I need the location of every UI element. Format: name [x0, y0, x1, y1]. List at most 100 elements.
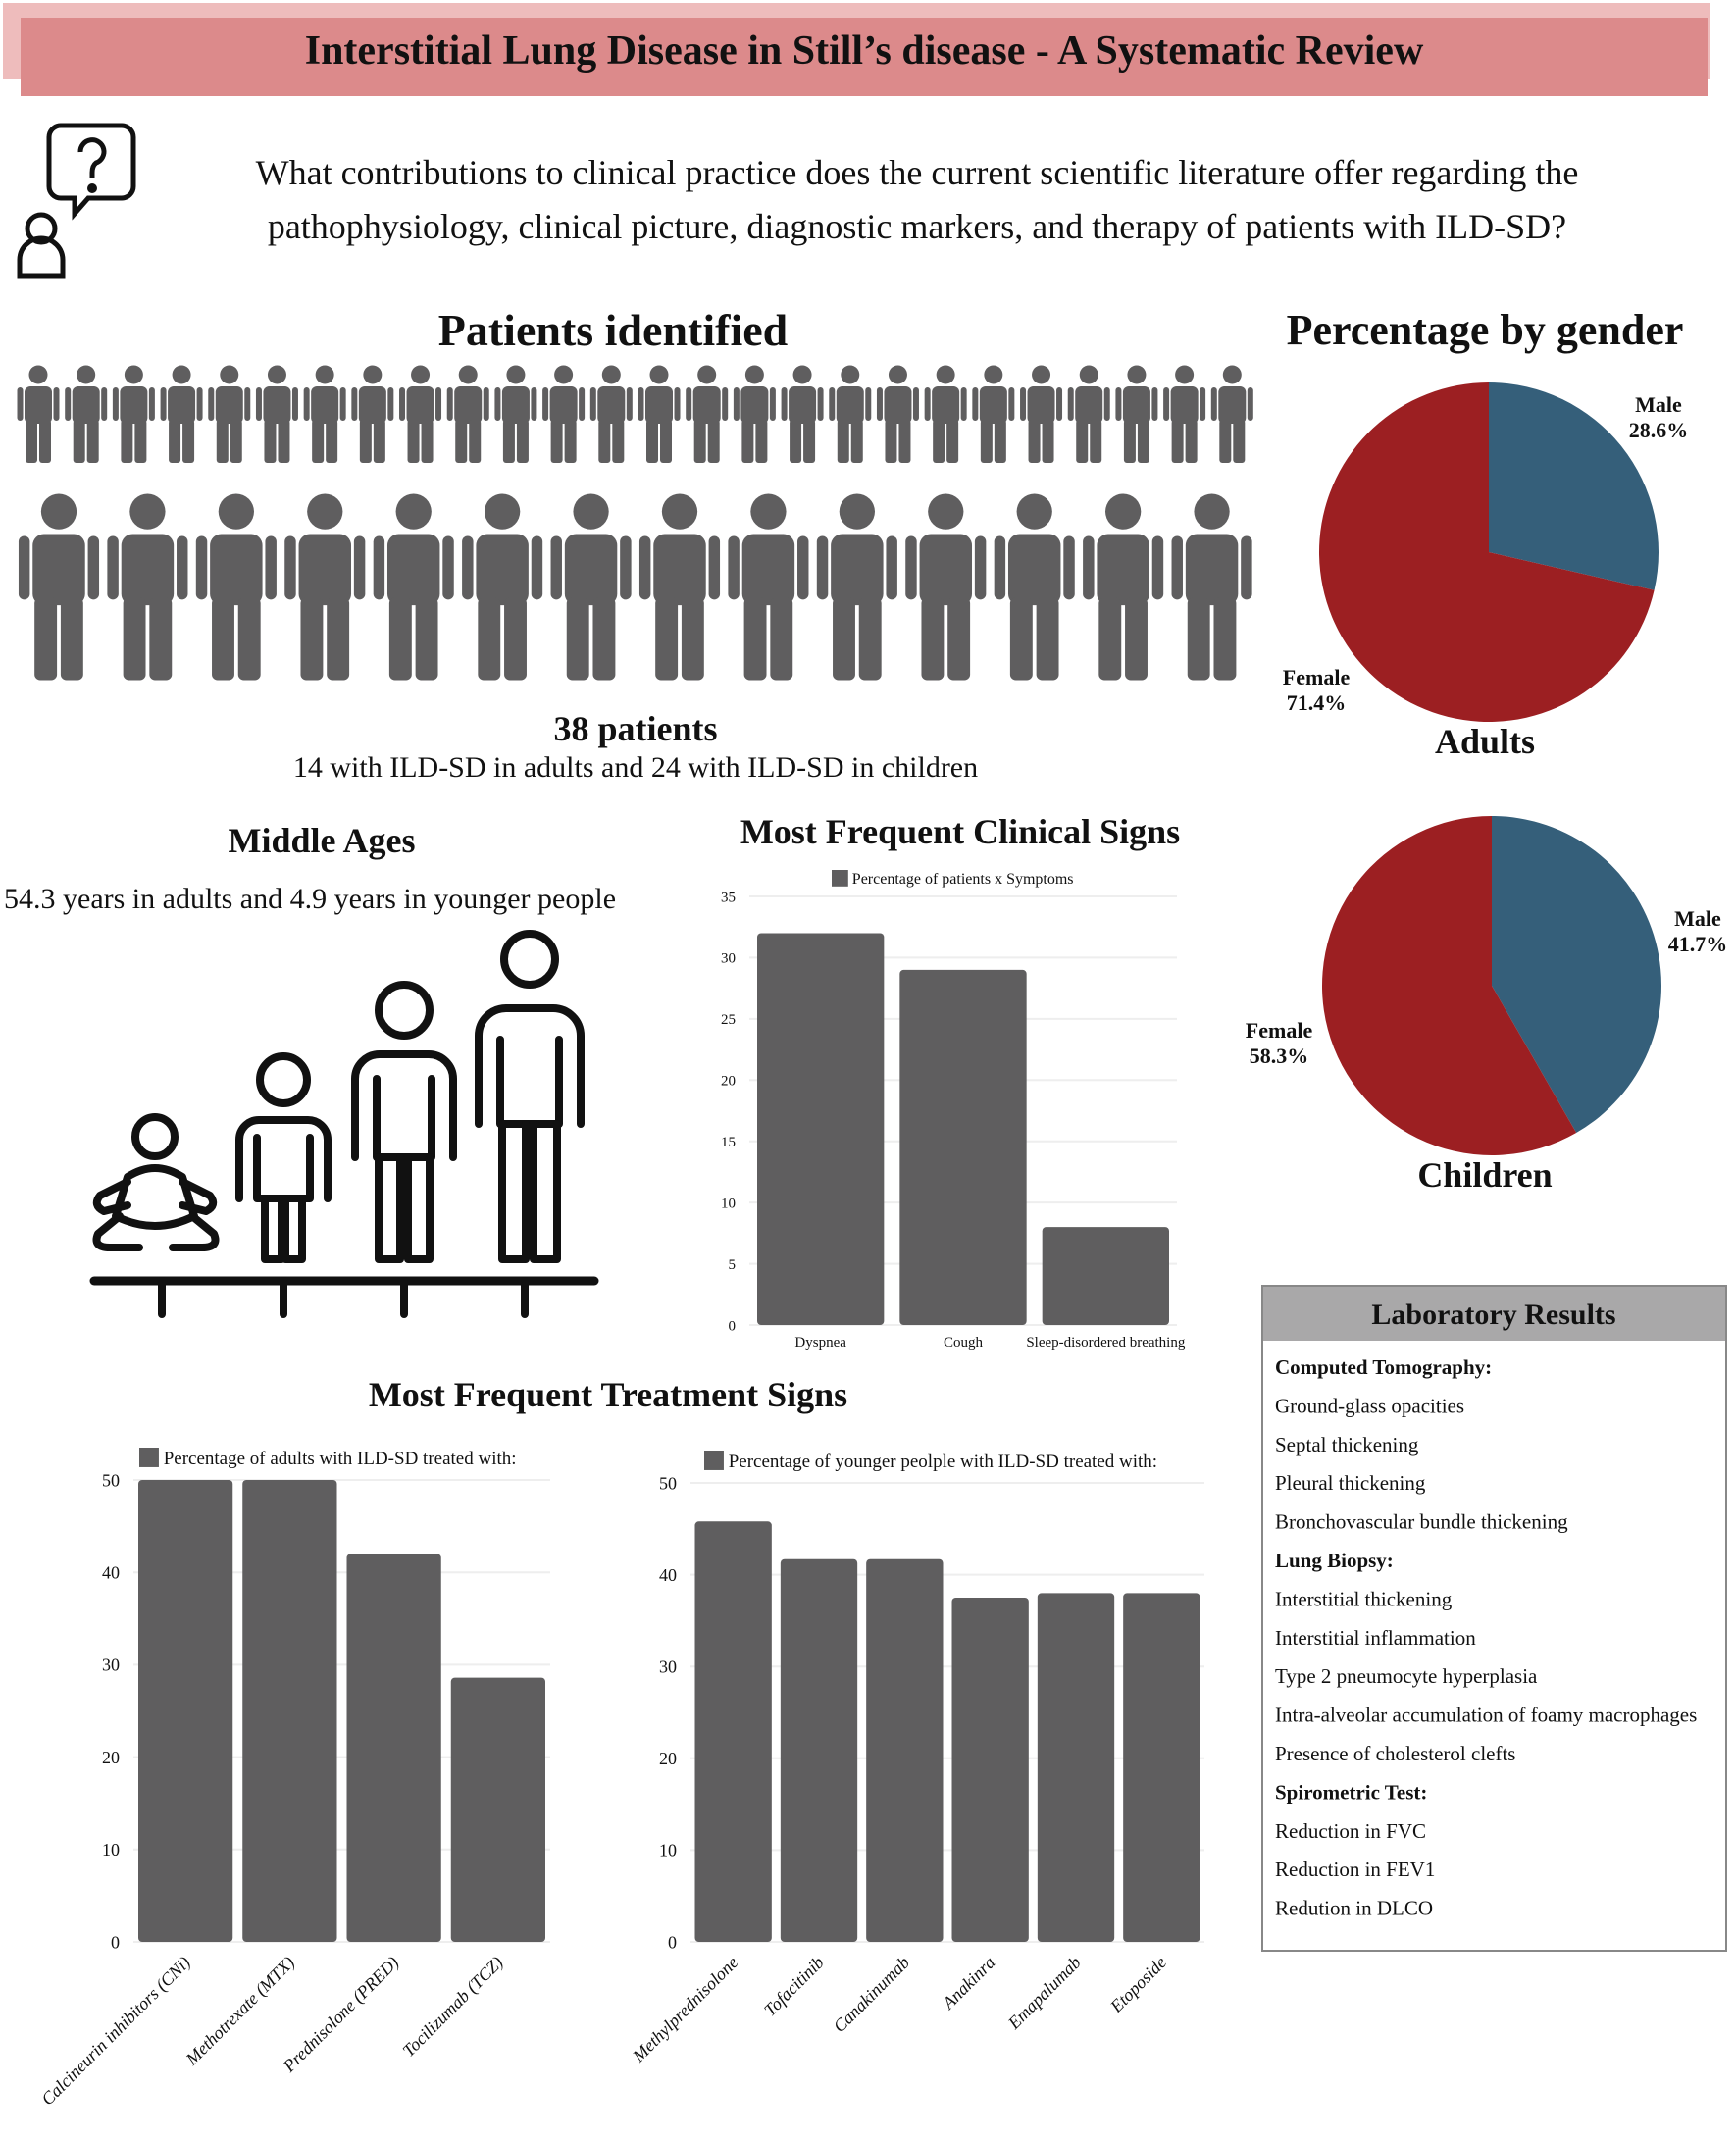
bar [1123, 1593, 1200, 1942]
person-icon-large [18, 493, 100, 681]
lab-item: Presence of cholesterol clefts [1275, 1742, 1515, 1765]
lab-item: Intra-alveolar accumulation of foamy mac… [1275, 1704, 1697, 1727]
person-icon-small [638, 365, 681, 463]
x-tick-label: Methotrexate (MTX) [181, 1953, 299, 2070]
lab-item: Pleural thickening [1275, 1471, 1426, 1495]
bar [450, 1677, 545, 1942]
question-line-2: pathophysiology, clinical picture, diagn… [268, 207, 1566, 246]
title-banner: Interstitial Lung Disease in Still’s dis… [3, 3, 1710, 96]
person-icon-small [829, 365, 872, 463]
pie-slice-male [1489, 382, 1659, 590]
person-icon-small [589, 365, 633, 463]
pie-label: Male [1635, 392, 1682, 417]
child-icon [235, 1052, 332, 1263]
person-icon-small [686, 365, 729, 463]
clinical-signs-chart: 0 5 10 15 20 25 30 35 Dyspnea Cough Sleep-disorder… [721, 870, 1186, 1350]
y-tick-label: 40 [102, 1563, 120, 1583]
person-icon-small [112, 365, 155, 463]
person-icon-small [1020, 365, 1063, 463]
person-icon-small [876, 365, 919, 463]
x-tick-label: Etoposide [1105, 1953, 1170, 2017]
question-bubble-icon [46, 123, 136, 221]
y-tick-label: 15 [721, 1135, 736, 1150]
person-icon-small [208, 365, 251, 463]
person-icon-large [1083, 493, 1164, 681]
y-tick-label: 0 [729, 1318, 737, 1334]
pie-label: Female [1283, 665, 1351, 689]
y-tick-label: 5 [729, 1257, 737, 1273]
question-line-1: What contributions to clinical practice … [256, 153, 1579, 192]
person-icon-small [1210, 365, 1253, 463]
patients-pictogram [17, 365, 1253, 681]
x-tick-label: Anakinra [938, 1953, 998, 2013]
y-tick-label: 0 [668, 1932, 677, 1952]
y-tick-label: 20 [721, 1074, 736, 1090]
legend-swatch [832, 870, 848, 887]
x-tick-label: Calcineurin inhibitors (CNi) [37, 1953, 195, 2111]
bar [242, 1480, 337, 1942]
y-tick-label: 10 [102, 1840, 120, 1860]
y-tick-label: 30 [102, 1656, 120, 1675]
bar [757, 933, 885, 1325]
legend-swatch [704, 1451, 724, 1470]
bar [899, 969, 1027, 1325]
bar [866, 1558, 944, 1942]
x-tick-label: Tocilizumab (TCZ) [398, 1953, 507, 2062]
bar [951, 1598, 1029, 1942]
bar [780, 1558, 858, 1942]
lab-item: Septal thickening [1275, 1433, 1419, 1456]
person-icon-small [494, 365, 537, 463]
person-icon-small [733, 365, 776, 463]
y-tick-label: 35 [721, 890, 736, 905]
person-icon-small [924, 365, 967, 463]
lab-item: Type 2 pneumocyte hyperplasia [1275, 1664, 1538, 1688]
pie-slice-female [1318, 382, 1655, 722]
lab-results-panel: Laboratory Results Computed Tomography: G… [1261, 1285, 1727, 1952]
lab-item: Interstitial thickening [1275, 1587, 1453, 1610]
person-icon-large [994, 493, 1075, 681]
patients-detail: 14 with ILD-SD in adults and 24 with ILD… [293, 751, 978, 784]
lab-results-heading: Laboratory Results [1371, 1299, 1615, 1331]
y-tick-label: 30 [659, 1657, 677, 1677]
patients-total: 38 patients [553, 709, 717, 748]
lab-section-heading: Lung Biopsy: [1275, 1549, 1394, 1572]
bar [138, 1480, 233, 1942]
bar [1037, 1593, 1115, 1942]
treatment-heading: Most Frequent Treatment Signs [369, 1375, 847, 1414]
question-section: What contributions to clinical practice … [17, 123, 1579, 279]
x-tick-label: Sleep-disordered breathing [1026, 1335, 1186, 1350]
person-icon-large [905, 493, 987, 681]
adult-icon [475, 930, 585, 1263]
person-icon-large [107, 493, 188, 681]
pie-slice-female [1322, 816, 1577, 1155]
y-tick-label: 30 [721, 951, 736, 967]
pie-caption: Adults [1435, 722, 1535, 761]
pie-label: 71.4% [1287, 690, 1347, 715]
teen-icon [351, 981, 457, 1263]
x-tick-label: Emapalumab [1003, 1953, 1085, 2034]
x-tick-label: Canakinumab [830, 1953, 914, 2037]
person-icon-small [781, 365, 824, 463]
person-icon-small [542, 365, 586, 463]
lab-item: Bronchovascular bundle thickening [1275, 1510, 1568, 1534]
y-tick-label: 20 [659, 1749, 677, 1768]
x-tick-label: Tofacitinib [760, 1953, 828, 2020]
page-title: Interstitial Lung Disease in Still’s dis… [305, 28, 1424, 74]
person-outline-icon [17, 212, 66, 279]
person-icon-small [65, 365, 108, 463]
lab-section-heading: Spirometric Test: [1275, 1780, 1427, 1804]
lab-item: Interstitial inflammation [1275, 1626, 1476, 1650]
lab-item: Reduction in FEV1 [1275, 1858, 1435, 1881]
y-tick-label: 40 [659, 1565, 677, 1585]
pie-label: Female [1246, 1018, 1313, 1043]
y-tick-label: 50 [102, 1470, 120, 1490]
person-icon-small [972, 365, 1015, 463]
person-icon-small [303, 365, 346, 463]
patients-heading: Patients identified [438, 305, 789, 355]
y-tick-label: 25 [721, 1012, 736, 1028]
gender-heading: Percentage by gender [1287, 306, 1684, 354]
person-icon-large [638, 493, 721, 681]
person-icon-small [1163, 365, 1206, 463]
person-icon-large [1171, 493, 1252, 681]
